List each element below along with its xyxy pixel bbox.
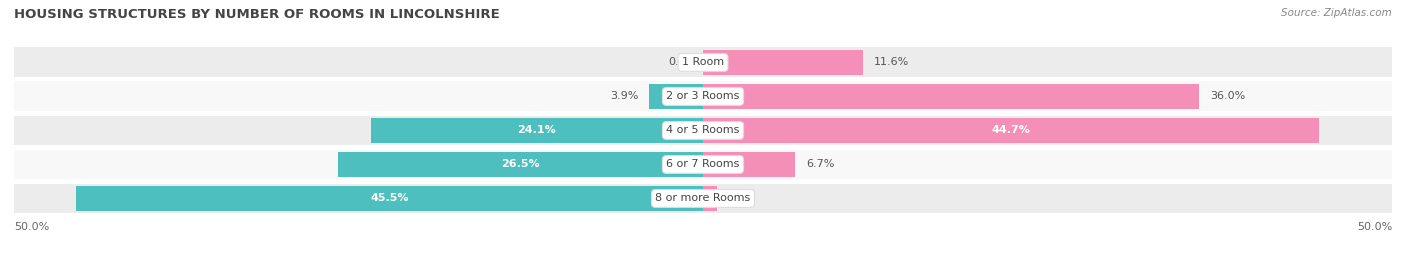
Text: 36.0%: 36.0% bbox=[1211, 91, 1246, 101]
Text: 6 or 7 Rooms: 6 or 7 Rooms bbox=[666, 160, 740, 169]
Bar bbox=[703, 152, 796, 177]
Text: 8 or more Rooms: 8 or more Rooms bbox=[655, 193, 751, 203]
Bar bbox=[14, 48, 1392, 77]
Text: 45.5%: 45.5% bbox=[370, 193, 409, 203]
Bar bbox=[703, 50, 863, 75]
Bar bbox=[337, 152, 703, 177]
Text: 26.5%: 26.5% bbox=[501, 160, 540, 169]
Text: 2 or 3 Rooms: 2 or 3 Rooms bbox=[666, 91, 740, 101]
Bar bbox=[703, 84, 1199, 109]
Bar bbox=[650, 84, 703, 109]
Bar bbox=[371, 118, 703, 143]
Text: 1.0%: 1.0% bbox=[728, 193, 756, 203]
Bar bbox=[14, 183, 1392, 213]
Text: HOUSING STRUCTURES BY NUMBER OF ROOMS IN LINCOLNSHIRE: HOUSING STRUCTURES BY NUMBER OF ROOMS IN… bbox=[14, 8, 499, 21]
Text: 24.1%: 24.1% bbox=[517, 125, 557, 136]
Text: 44.7%: 44.7% bbox=[991, 125, 1031, 136]
Text: 11.6%: 11.6% bbox=[875, 58, 910, 68]
Text: 3.9%: 3.9% bbox=[610, 91, 638, 101]
Bar bbox=[703, 186, 717, 211]
Text: 6.7%: 6.7% bbox=[807, 160, 835, 169]
Text: Source: ZipAtlas.com: Source: ZipAtlas.com bbox=[1281, 8, 1392, 18]
Bar bbox=[14, 82, 1392, 111]
Text: 4 or 5 Rooms: 4 or 5 Rooms bbox=[666, 125, 740, 136]
Text: 0.0%: 0.0% bbox=[668, 58, 696, 68]
Text: 1 Room: 1 Room bbox=[682, 58, 724, 68]
Text: 50.0%: 50.0% bbox=[1357, 222, 1392, 232]
Text: 50.0%: 50.0% bbox=[14, 222, 49, 232]
Bar bbox=[14, 150, 1392, 179]
Bar bbox=[703, 118, 1319, 143]
Bar bbox=[14, 115, 1392, 146]
Bar bbox=[76, 186, 703, 211]
